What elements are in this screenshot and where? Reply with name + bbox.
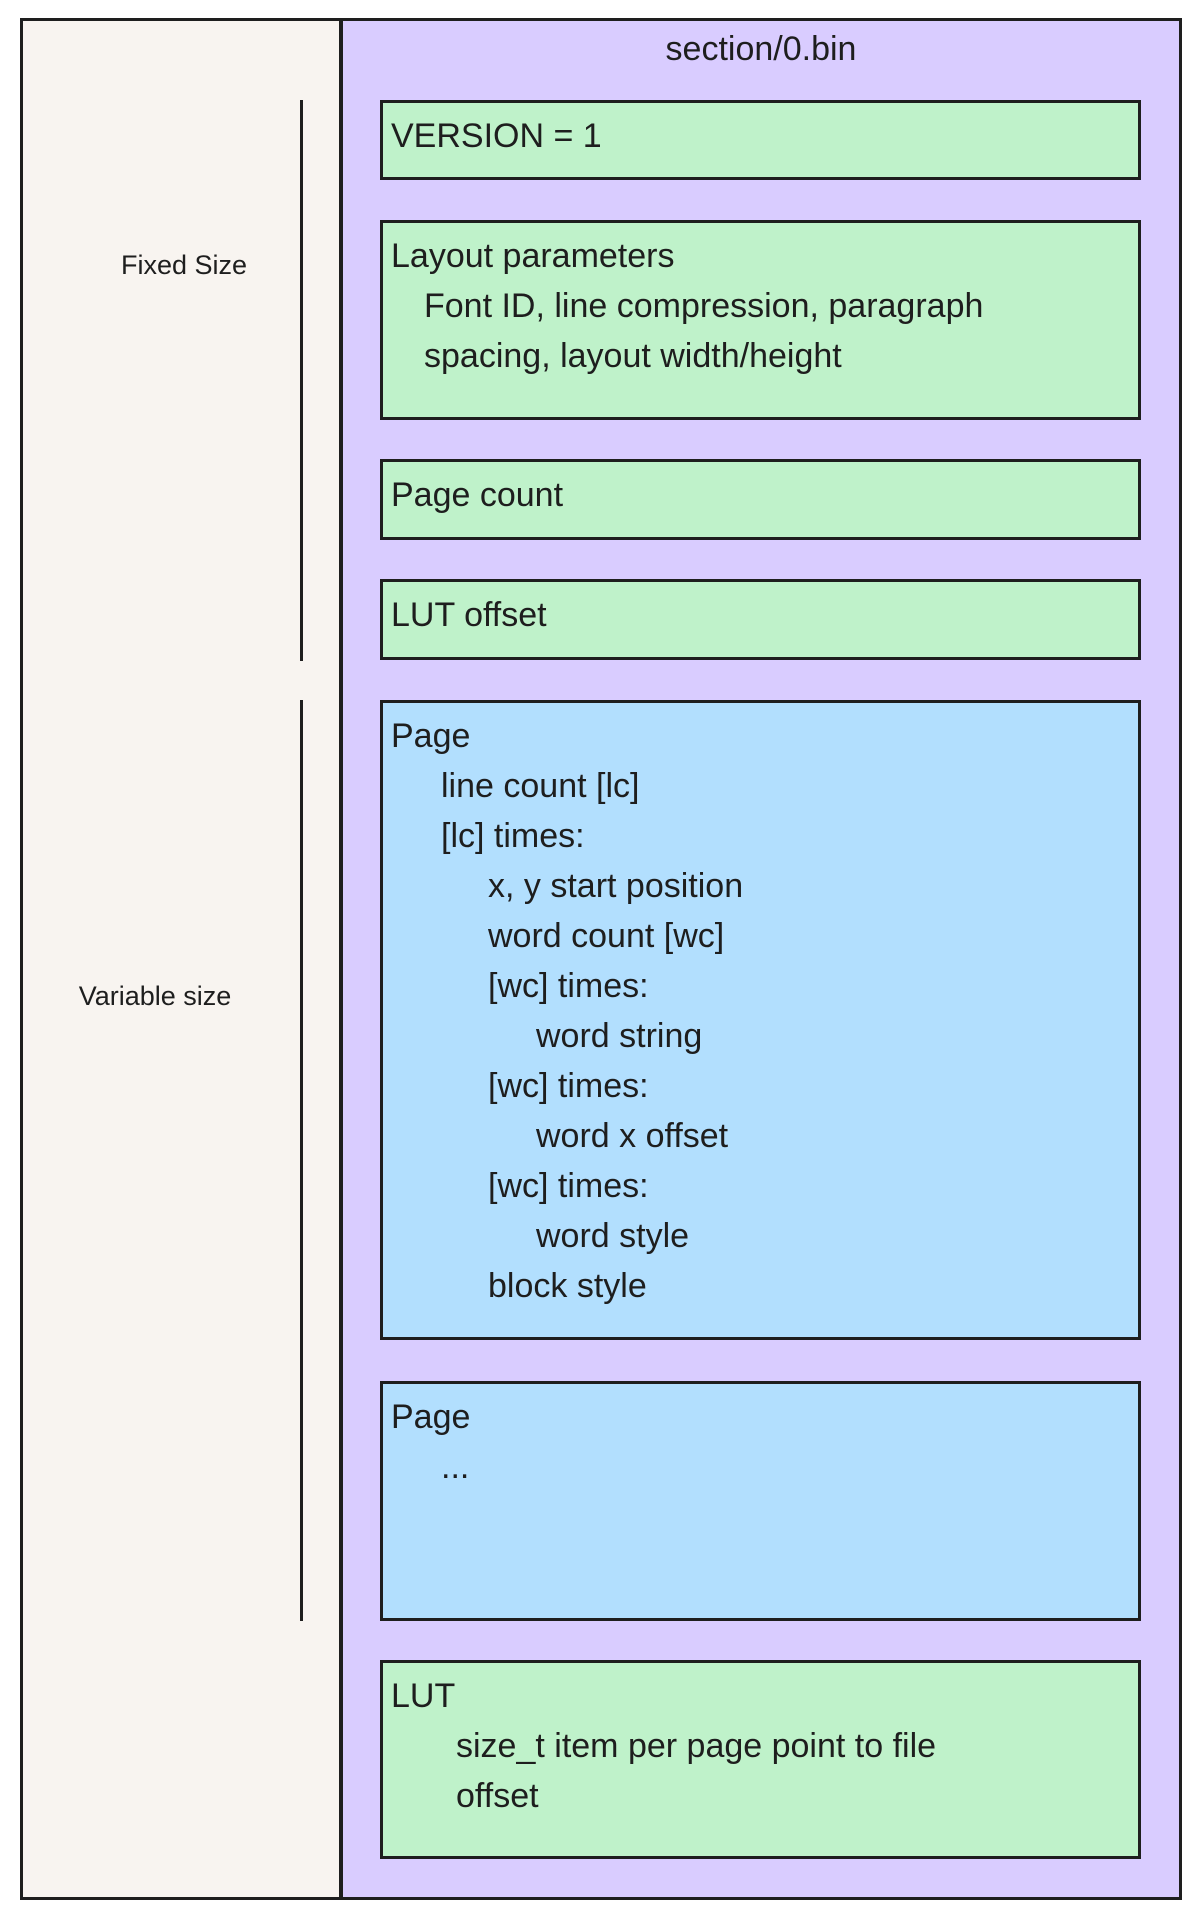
block-text: [wc] times: [488, 967, 649, 1005]
block-text: word count [wc] [488, 917, 725, 955]
block-text: word string [536, 1017, 703, 1055]
lut-offset-block: LUT offset [380, 579, 1141, 660]
size-legend-panel [20, 18, 342, 1900]
block-text: offset [456, 1777, 539, 1815]
fixed-size-label: Fixed Size [120, 250, 248, 280]
page-block: Page line count [lc] [lc] times: x, y st… [380, 700, 1141, 1340]
block-text: ... [441, 1448, 470, 1486]
block-text: [lc] times: [441, 817, 585, 855]
block-text: [wc] times: [488, 1067, 649, 1105]
variable-size-label: Variable size [78, 981, 232, 1011]
version-block: VERSION = 1 [380, 100, 1141, 180]
page-count-block: Page count [380, 459, 1141, 540]
block-text: Font ID, line compression, paragraph [424, 287, 984, 325]
lut-block: LUT size_t item per page point to file o… [380, 1660, 1141, 1859]
block-text: LUT offset [391, 596, 547, 634]
block-text: block style [488, 1267, 647, 1305]
block-text: word x offset [536, 1117, 729, 1155]
block-text: x, y start position [488, 867, 744, 905]
block-text: VERSION = 1 [391, 117, 602, 155]
block-text: [wc] times: [488, 1167, 649, 1205]
variable-size-bracket [300, 700, 303, 1621]
fixed-size-bracket [300, 100, 303, 661]
block-heading: LUT [391, 1677, 456, 1715]
block-text: word style [536, 1217, 690, 1255]
block-text: Page count [391, 476, 564, 514]
block-text: spacing, layout width/height [424, 337, 842, 375]
layout-parameters-block: Layout parameters Font ID, line compress… [380, 220, 1141, 420]
block-text: line count [lc] [441, 767, 640, 805]
block-heading: Page [391, 717, 471, 755]
block-text: size_t item per page point to file [456, 1727, 937, 1765]
block-heading: Page [391, 1398, 471, 1436]
file-title: section/0.bin [665, 30, 857, 68]
page-block-2: Page ... [380, 1381, 1141, 1621]
block-heading: Layout parameters [391, 237, 675, 275]
